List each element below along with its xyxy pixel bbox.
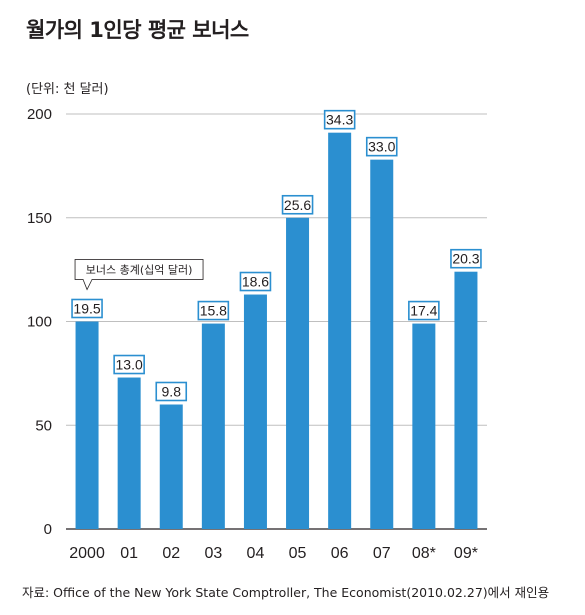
x-tick-label: 04 [247,545,265,562]
x-tick-label: 06 [331,545,349,562]
data-label: 19.5 [73,301,100,317]
data-label-box [365,136,398,157]
data-label-box [71,298,103,319]
data-label: 20.3 [452,251,479,267]
y-tick-label: 150 [27,210,52,227]
x-tick-label: 07 [373,545,391,562]
bar [328,132,352,530]
data-label: 34.3 [326,112,353,128]
data-label-box [450,248,482,269]
bar [75,321,99,529]
y-tick-label: 200 [27,106,52,123]
chart-title: 월가의 1인당 평균 보너스 [26,18,249,42]
bar [201,323,225,529]
data-label: 25.6 [284,197,311,213]
callout-pointer [82,279,93,291]
y-tick-label: 100 [27,314,52,331]
bar [286,217,310,529]
x-tick-label: 09* [454,545,478,562]
bar [370,159,394,529]
y-tick-label: 50 [35,417,52,434]
x-tick-label: 01 [120,545,138,562]
x-tick-label: 03 [204,545,222,562]
unit-label: (단위: 천 달러) [26,82,109,97]
x-tick-label: 05 [289,545,307,562]
x-tick-label: 02 [162,545,180,562]
x-tick-label: 2000 [69,545,105,562]
data-label-box [408,300,440,321]
bar [412,323,436,529]
y-tick-label: 0 [44,521,52,538]
data-label-box [155,381,188,402]
bar [117,377,141,529]
bar [159,404,183,529]
data-label: 15.8 [200,303,227,319]
data-label: 17.4 [410,303,437,319]
data-label: 13.0 [116,357,143,373]
data-label: 33.0 [368,139,395,155]
data-label-box [113,354,145,375]
data-label: 18.6 [242,274,269,290]
data-label-box [323,109,356,130]
callout-box [74,259,204,280]
bar [243,294,267,529]
data-label-box [281,194,314,215]
callout-text: 보너스 총계(십억 달러) [86,264,193,277]
x-tick-label: 08* [412,545,436,562]
data-label-box [239,271,272,292]
source-note: 자료: Office of the New York State Comptro… [22,585,550,600]
bar [454,271,478,529]
data-label: 9.8 [162,384,182,400]
data-label-box [197,300,230,321]
